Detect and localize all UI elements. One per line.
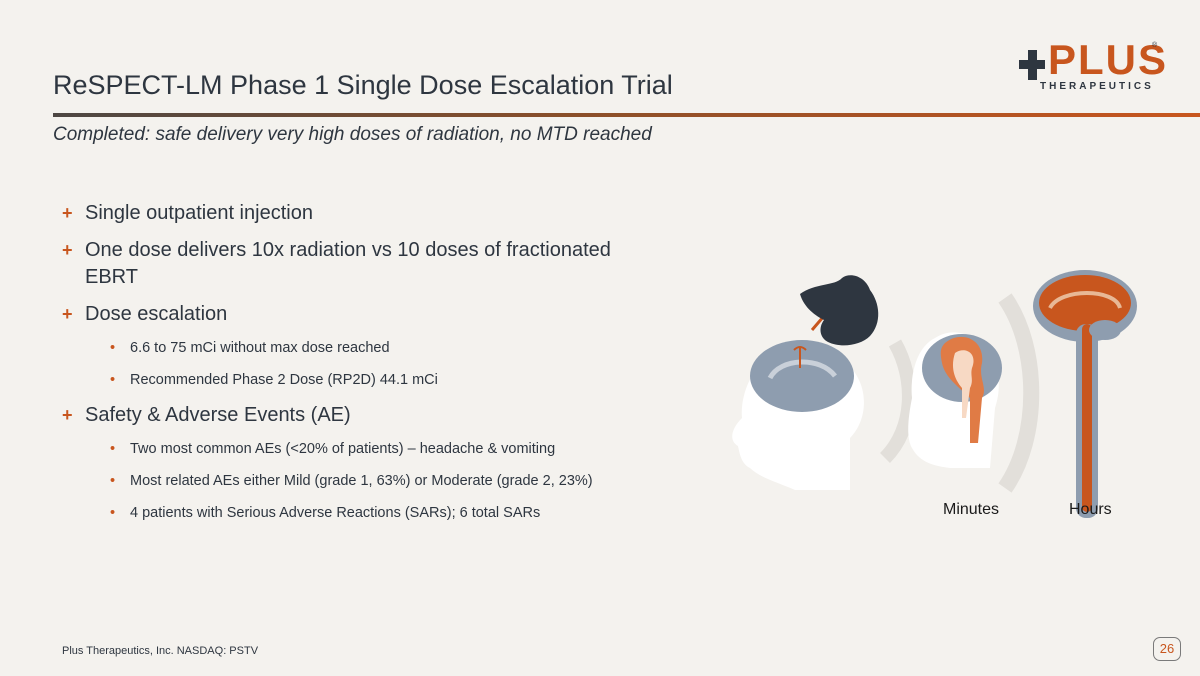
plus-bullet-icon: + [62, 240, 73, 260]
sub-bullet-item: • Recommended Phase 2 Dose (RP2D) 44.1 m… [62, 370, 702, 390]
bullet-list: + Single outpatient injection + One dose… [62, 200, 702, 535]
radiation-arc-1 [879, 339, 916, 463]
bullet-text: One dose delivers 10x radiation vs 10 do… [85, 239, 611, 288]
hours-label: Hours [1069, 501, 1112, 518]
dot-bullet-icon: • [110, 372, 116, 388]
plus-logo-icon [1019, 50, 1045, 80]
sub-bullet-item: • Two most common AEs (<20% of patients)… [62, 439, 702, 459]
dot-bullet-icon: • [110, 441, 116, 457]
company-logo: PLUS ® THERAPEUTICS [1018, 36, 1166, 96]
bullet-item: + Safety & Adverse Events (AE) [62, 402, 702, 429]
spinal-canal-radiation [1082, 324, 1092, 512]
dot-bullet-icon: • [110, 505, 116, 521]
minutes-label: Minutes [943, 501, 1000, 518]
cerebellum [1089, 320, 1121, 340]
sub-bullet-item: • 6.6 to 75 mCi without max dose reached [62, 338, 702, 358]
footer-text: Plus Therapeutics, Inc. NASDAQ: PSTV [62, 645, 259, 657]
bullet-text: Dose escalation [85, 303, 228, 325]
plus-bullet-icon: + [62, 203, 73, 223]
sub-bullet-item: • 4 patients with Serious Adverse Reacti… [62, 503, 702, 523]
title-divider [53, 113, 1200, 117]
gloved-hand [800, 275, 879, 346]
sub-bullet-item: • Most related AEs either Mild (grade 1,… [62, 471, 702, 491]
bullet-text: Safety & Adverse Events (AE) [85, 404, 351, 426]
bullet-text: Single outpatient injection [85, 202, 313, 224]
slide-title: ReSPECT-LM Phase 1 Single Dose Escalatio… [53, 70, 673, 100]
radiation-arc-2 [998, 293, 1040, 493]
brain-delivery-illustration [732, 270, 1137, 518]
logo-registered-mark: ® [1152, 42, 1158, 49]
bullet-item: + Single outpatient injection [62, 200, 702, 227]
logo-tagline: THERAPEUTICS [1040, 81, 1154, 92]
catheter-dome [793, 346, 807, 351]
radiation-fill-hours [1039, 275, 1131, 331]
page-number: 26 [1153, 637, 1181, 661]
ventricle-outline [1048, 291, 1122, 310]
bullet-item: + Dose escalation [62, 301, 702, 328]
sub-bullet-text: Recommended Phase 2 Dose (RP2D) 44.1 mCi [130, 372, 438, 388]
brain-1 [750, 340, 854, 412]
bullet-item: + One dose delivers 10x radiation vs 10 … [62, 237, 645, 291]
plus-bullet-icon: + [62, 304, 73, 324]
logo-wordmark: PLUS [1048, 36, 1169, 83]
radiation-core [952, 350, 974, 418]
sub-bullet-text: Most related AEs either Mild (grade 1, 6… [130, 473, 593, 489]
sub-bullet-text: 4 patients with Serious Adverse Reaction… [130, 505, 541, 521]
slide-subtitle: Completed: safe delivery very high doses… [53, 124, 652, 145]
dot-bullet-icon: • [110, 473, 116, 489]
sub-bullet-text: Two most common AEs (<20% of patients) –… [130, 441, 556, 457]
plus-bullet-icon: + [62, 405, 73, 425]
dot-bullet-icon: • [110, 340, 116, 356]
sub-bullet-text: 6.6 to 75 mCi without max dose reached [130, 340, 390, 356]
